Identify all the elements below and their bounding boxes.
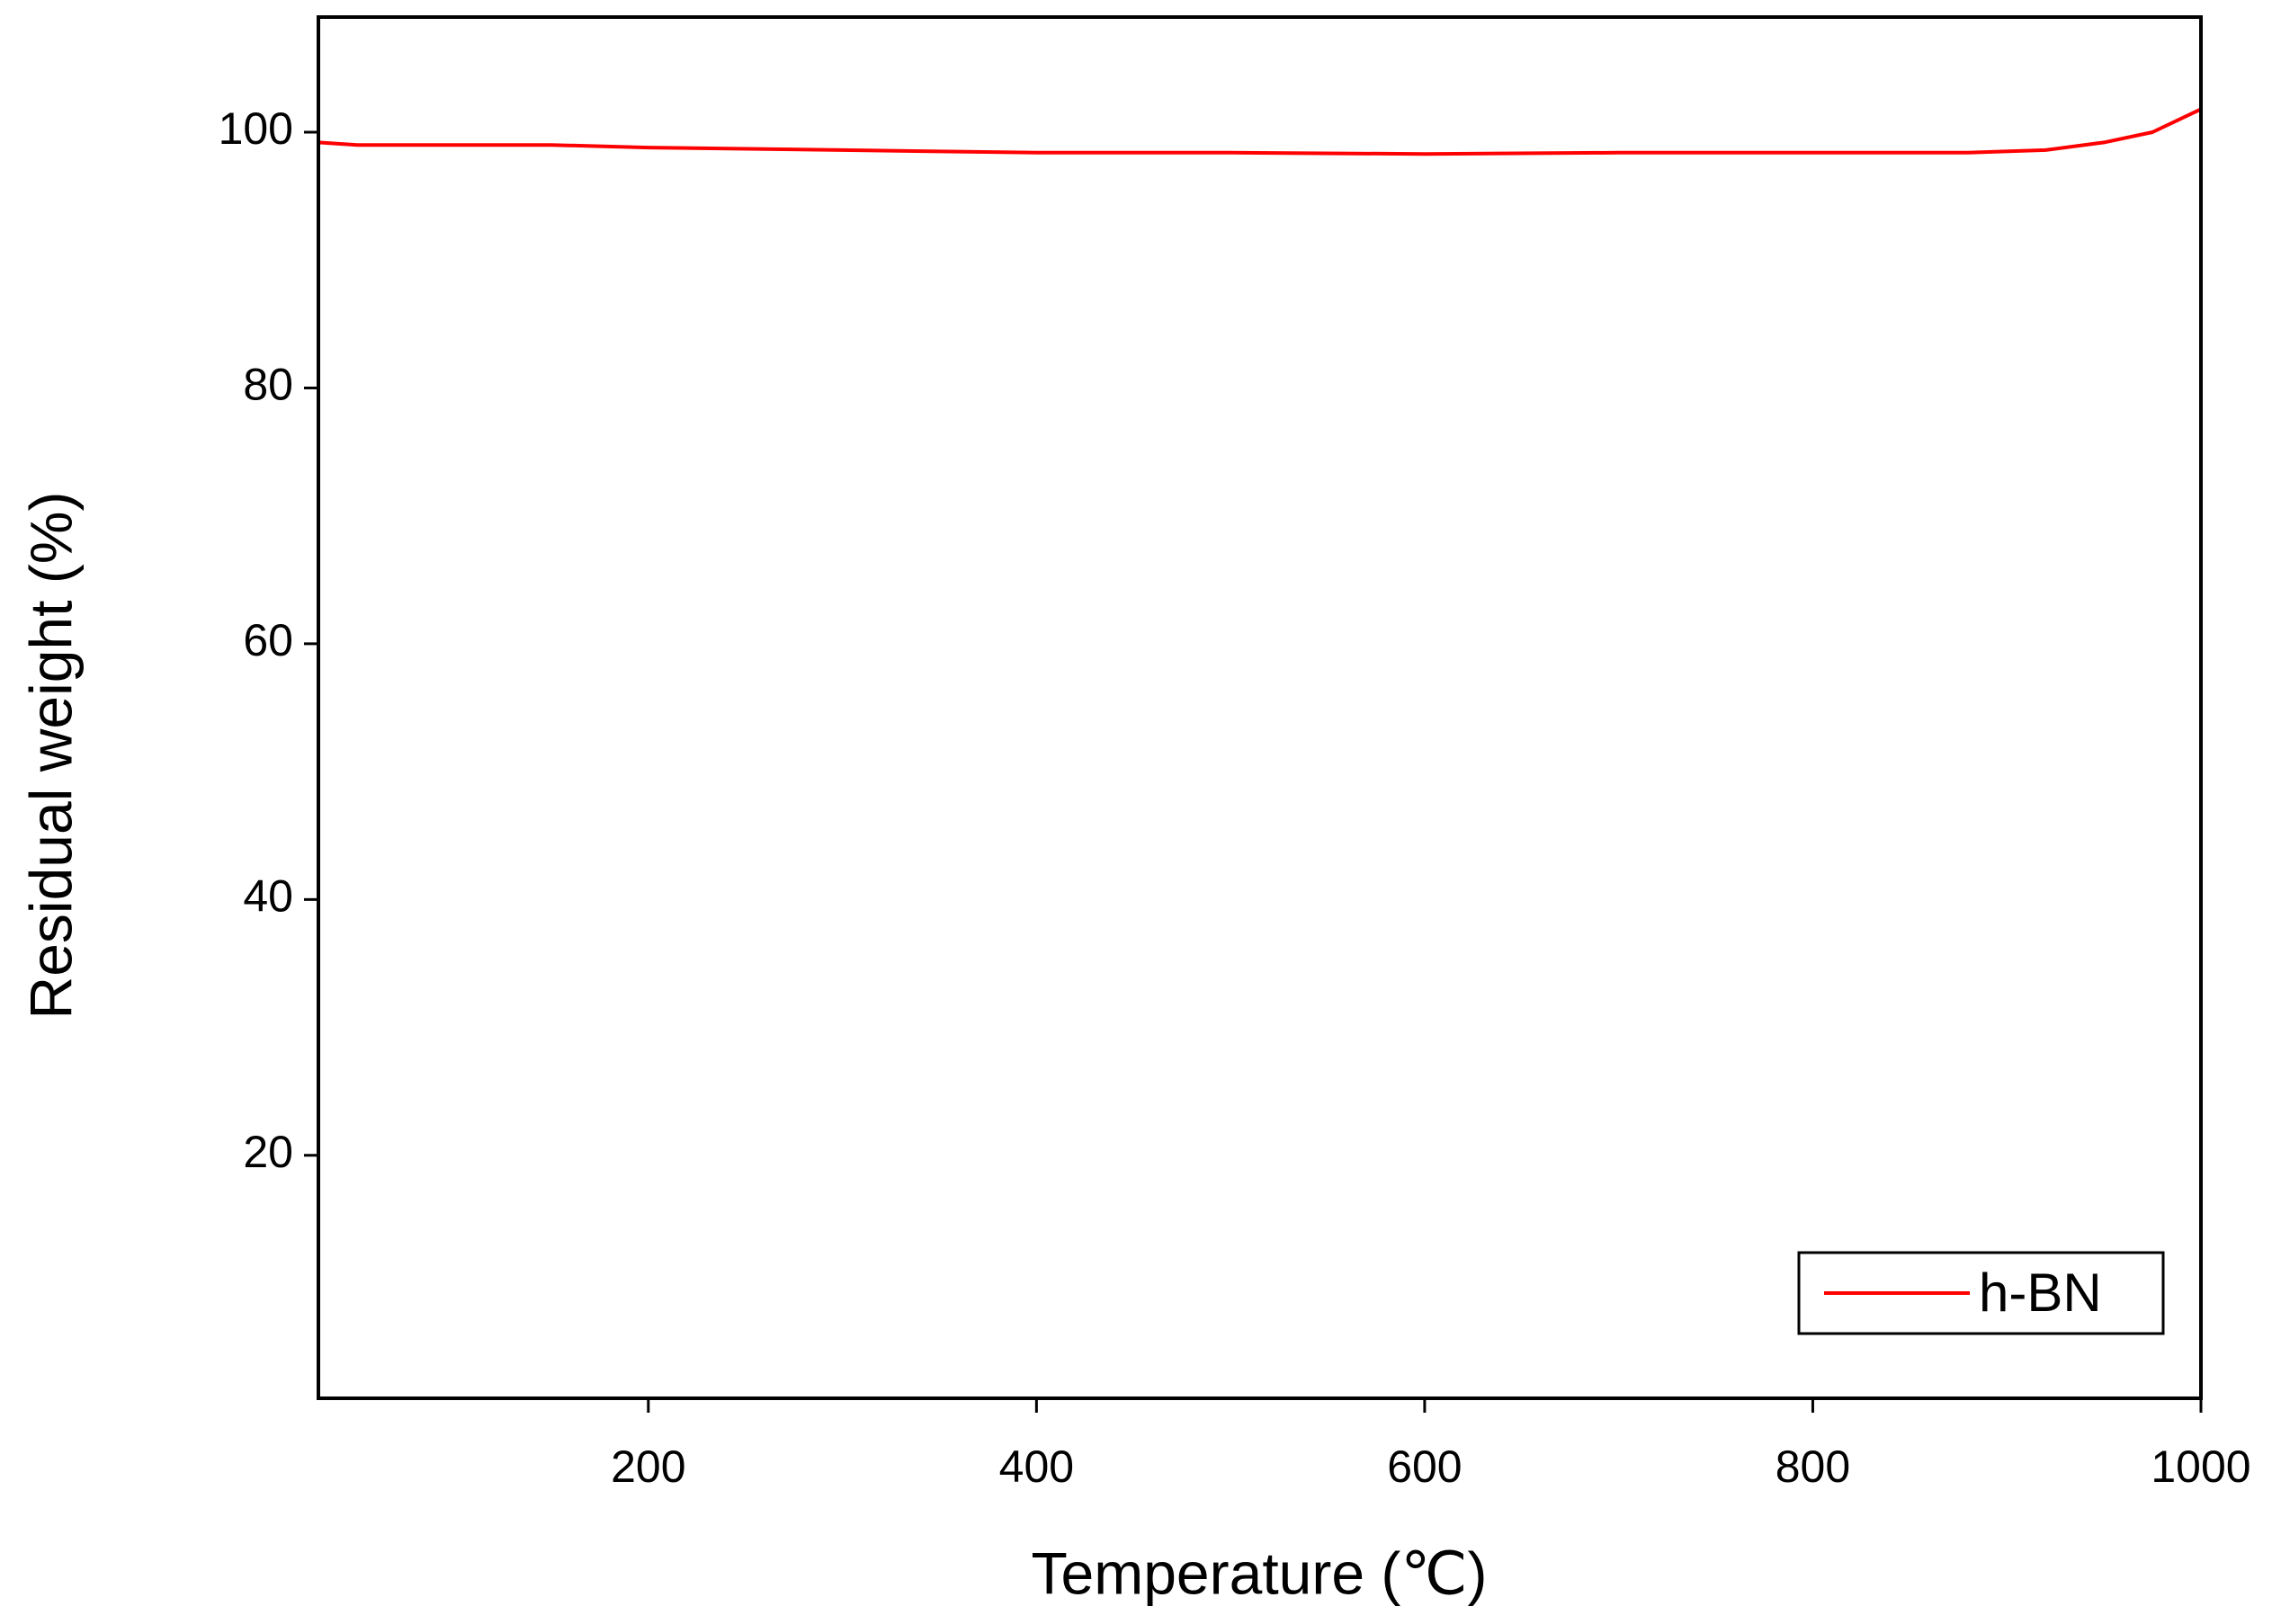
x-tick-label: 800 [1776, 1441, 1850, 1492]
legend: h-BN [1797, 1251, 2165, 1335]
y-tick-label: 20 [243, 1127, 293, 1177]
x-tick-label: 400 [999, 1441, 1074, 1492]
y-tick-label: 80 [243, 360, 293, 410]
y-tick-label: 100 [219, 103, 293, 154]
y-tick-label: 40 [243, 871, 293, 922]
y-tick-label: 60 [243, 615, 293, 665]
x-tick-label: 200 [611, 1441, 685, 1492]
series-line [318, 107, 2202, 156]
y-axis-title: Residual weight (%) [17, 492, 84, 1020]
x-tick-label: 600 [1387, 1441, 1462, 1492]
plot-frame [317, 15, 2203, 1400]
x-axis-title: Temperature (℃) [1032, 1539, 1488, 1606]
legend-box [1797, 1251, 2165, 1335]
legend-label: h-BN [1979, 1263, 2102, 1323]
x-tick-label: 1000 [2151, 1441, 2250, 1492]
